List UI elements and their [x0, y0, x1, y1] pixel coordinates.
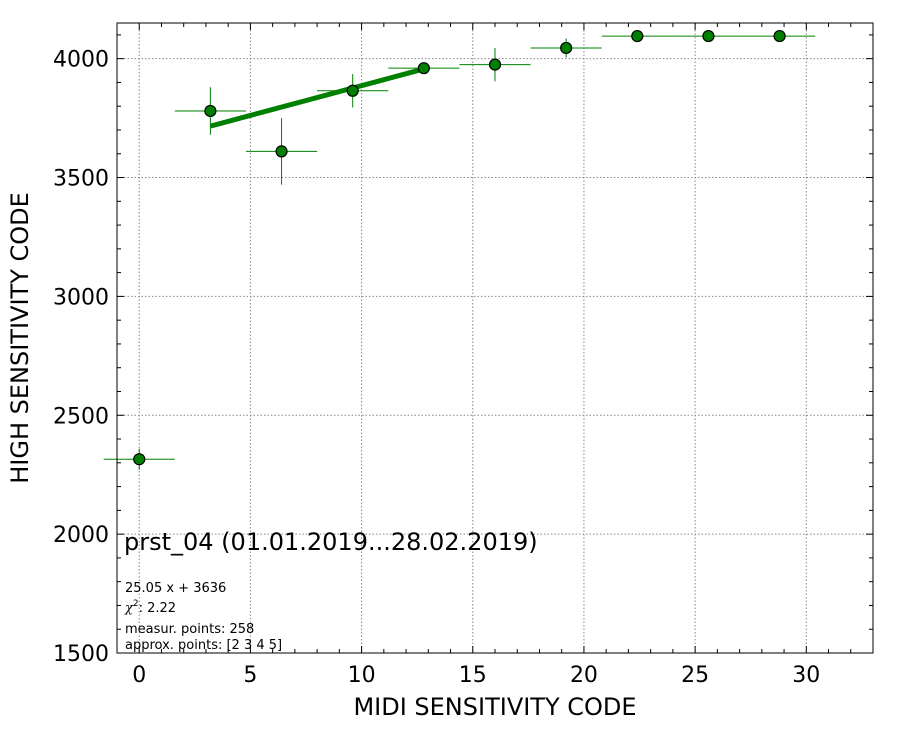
annotation-chi2: χ2: 2.22 [124, 599, 176, 616]
plot-area [117, 23, 873, 653]
data-point [275, 145, 288, 158]
data-point [773, 29, 786, 43]
annotation-chi2-value: : 2.22 [139, 601, 176, 616]
y-tick-label: 3000 [53, 285, 109, 310]
x-axis-title: MIDI SENSITIVITY CODE [353, 693, 636, 721]
data-point [488, 58, 502, 71]
y-tick-label: 2000 [53, 523, 109, 548]
x-tick-label: 30 [792, 663, 820, 688]
annotation-equation: 25.05 x + 3636 [125, 581, 226, 596]
data-point [204, 104, 217, 118]
data-point [133, 453, 146, 466]
x-tick-label: 25 [681, 663, 709, 688]
data-points [133, 29, 786, 466]
annotation-measur: measur. points: 258 [125, 622, 254, 637]
annotation-main: prst_04 (01.01.2019...28.02.2019) [124, 528, 538, 556]
fit-line-group [209, 66, 425, 129]
data-point [346, 84, 359, 97]
plot-frame [116, 22, 874, 654]
y-tick-label: 1500 [53, 642, 109, 667]
grid [117, 23, 873, 653]
y-tick-label: 2500 [53, 404, 109, 429]
data-point [631, 29, 644, 43]
x-tick-label: 0 [132, 663, 146, 688]
y-tick-label: 4000 [53, 48, 109, 73]
x-tick-label: 5 [243, 663, 257, 688]
fit-line [209, 66, 425, 129]
y-axis-title: HIGH SENSITIVITY CODE [6, 192, 34, 484]
data-point [560, 41, 573, 55]
x-tick-label: 15 [459, 663, 487, 688]
tick-labels: 0 5 10 15 20 25 30 1500 2000 2500 3000 3500 4000 [53, 48, 820, 688]
x-tick-label: 10 [348, 663, 376, 688]
y-tick-label: 3500 [53, 167, 109, 192]
x-tick-label: 20 [570, 663, 598, 688]
data-point [702, 29, 715, 43]
annotation-approx: approx. points: [2 3 4 5] [125, 638, 282, 653]
data-point [417, 62, 430, 75]
